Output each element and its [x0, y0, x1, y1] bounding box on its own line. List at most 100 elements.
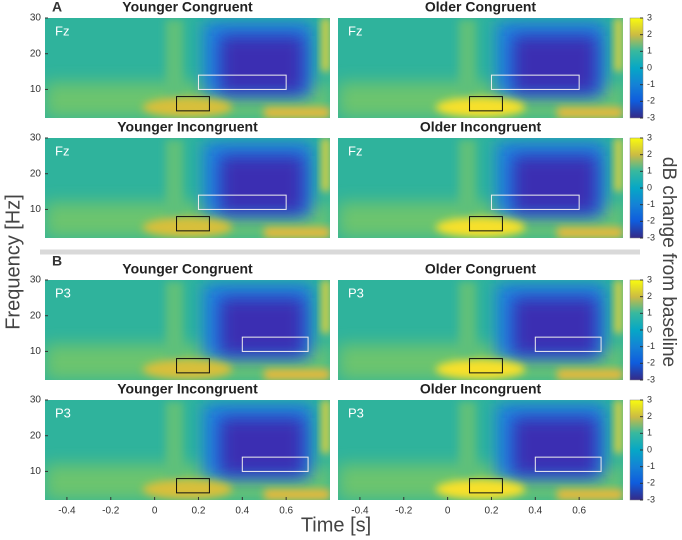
heatmap-blob	[557, 369, 623, 380]
heatmap-blob	[264, 227, 330, 238]
y-tick-label: 10	[30, 346, 42, 357]
colorbar-tick-label: 2	[647, 149, 652, 159]
alpha-window	[490, 74, 580, 90]
alpha-window	[241, 456, 309, 472]
theta-window	[176, 96, 210, 112]
colorbar-tick-label: 0	[647, 62, 652, 72]
colorbar-tick-label: 3	[647, 132, 652, 142]
y-tick-label: 10	[30, 466, 42, 477]
heatmap-blob	[513, 417, 597, 475]
alpha-window	[534, 456, 602, 472]
heatmap-blob	[220, 297, 304, 355]
colorbar-tick-label: 1	[647, 308, 652, 318]
heatmap-blob	[435, 97, 526, 118]
theta-window	[176, 216, 210, 232]
x-tick-label: 0.4	[235, 506, 249, 517]
colorbar-tick-label: 0	[647, 324, 652, 334]
heatmap-blob	[614, 280, 623, 334]
theta-window	[469, 478, 503, 494]
channel-label: Fz	[348, 23, 362, 38]
panel-title: Younger Incongruent	[117, 119, 258, 135]
heatmap	[338, 280, 623, 380]
channel-label: P3	[348, 405, 364, 420]
heatmap-blob	[435, 217, 526, 238]
panel-title: Older Congruent	[425, 261, 537, 277]
heatmap-blob	[220, 35, 304, 93]
heatmap-blob	[557, 227, 623, 238]
section-label: A	[52, 0, 62, 15]
channel-label: Fz	[55, 23, 69, 38]
colorbar-tick-label: -2	[647, 478, 655, 488]
alpha-window	[490, 194, 580, 210]
heatmap-blob	[614, 18, 623, 72]
colorbar-tick-label: 2	[647, 411, 652, 421]
alpha-window	[197, 74, 287, 90]
colorbar-tick-label: 3	[647, 274, 652, 284]
heatmap-blob	[264, 369, 330, 380]
heatmap-blob	[321, 18, 330, 72]
y-tick-label: 30	[30, 275, 42, 286]
heatmap-blob	[614, 400, 623, 454]
alpha-window	[197, 194, 287, 210]
x-tick-label: 0.6	[572, 506, 586, 517]
heatmap-blob	[165, 401, 184, 486]
theta-window	[469, 96, 503, 112]
heatmap-blob	[321, 400, 330, 454]
panel	[45, 280, 330, 380]
heatmap-blob	[220, 417, 304, 475]
y-axis-label: Frequency [Hz]	[2, 194, 24, 330]
heatmap	[338, 138, 623, 238]
heatmap	[45, 18, 330, 118]
y-tick-label: 30	[30, 13, 42, 24]
colorbar-tick-label: 1	[647, 46, 652, 56]
panel-title: Younger Incongruent	[117, 381, 258, 397]
heatmap-blob	[513, 155, 597, 213]
panel	[45, 138, 330, 238]
heatmap-blob	[165, 19, 184, 104]
colorbar-tick-label: -1	[647, 79, 655, 89]
heatmap-blob	[458, 139, 477, 224]
heatmap-blob	[142, 217, 233, 238]
x-tick-label: -0.2	[395, 506, 413, 517]
heatmap	[338, 18, 623, 118]
panel-title: Older Congruent	[425, 0, 537, 15]
y-tick-label: 20	[30, 310, 42, 321]
heatmap-blob	[435, 479, 526, 500]
panel	[338, 138, 623, 238]
heatmap-blob	[513, 297, 597, 355]
x-tick-label: -0.4	[58, 506, 76, 517]
colorbar-tick-label: -2	[647, 216, 655, 226]
heatmap	[45, 280, 330, 380]
panel	[338, 280, 623, 380]
colorbar-tick-label: -2	[647, 358, 655, 368]
y-tick-label: 20	[30, 430, 42, 441]
heatmap-blob	[458, 281, 477, 366]
colorbar-tick-label: -3	[647, 374, 655, 384]
colorbar-tick-label: 2	[647, 29, 652, 39]
colorbar-tick-label: 0	[647, 182, 652, 192]
theta-window	[469, 358, 503, 374]
x-tick-label: 0.6	[279, 506, 293, 517]
x-tick-label: 0.2	[485, 506, 499, 517]
theta-window	[176, 358, 210, 374]
alpha-window	[534, 336, 602, 352]
y-tick-label: 20	[30, 168, 42, 179]
x-tick-label: 0	[445, 506, 451, 517]
panel-title: Younger Congruent	[122, 0, 253, 15]
theta-window	[176, 478, 210, 494]
channel-label: P3	[348, 285, 364, 300]
heatmap-blob	[165, 281, 184, 366]
heatmap-blob	[614, 138, 623, 192]
heatmap-blob	[458, 401, 477, 486]
heatmap-blob	[165, 139, 184, 224]
heatmap-blob	[557, 489, 623, 500]
theta-window	[469, 216, 503, 232]
heatmap-blob	[220, 155, 304, 213]
x-tick-label: -0.4	[351, 506, 369, 517]
heatmap	[45, 400, 330, 500]
colorbar-label: dB change from baseline	[658, 157, 679, 367]
heatmap-blob	[321, 138, 330, 192]
x-tick-label: 0	[152, 506, 158, 517]
heatmap-blob	[513, 35, 597, 93]
y-tick-label: 10	[30, 84, 42, 95]
